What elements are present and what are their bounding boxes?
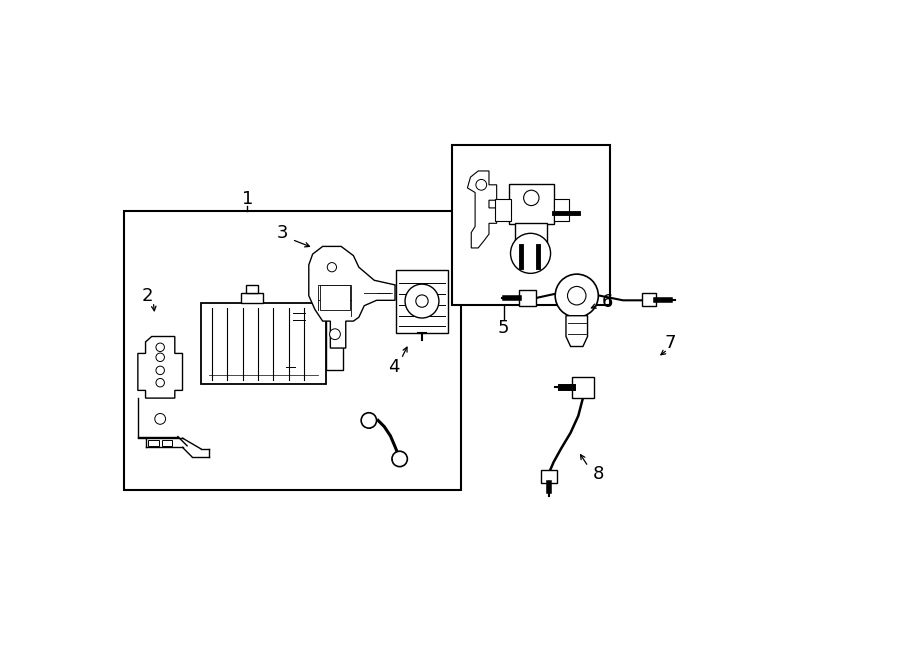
Bar xyxy=(572,377,594,398)
Circle shape xyxy=(524,190,539,206)
Polygon shape xyxy=(566,316,588,346)
Circle shape xyxy=(156,353,165,362)
Circle shape xyxy=(361,412,376,428)
Circle shape xyxy=(405,284,439,318)
Circle shape xyxy=(156,366,165,375)
Text: 8: 8 xyxy=(592,465,604,483)
Circle shape xyxy=(416,295,428,307)
Circle shape xyxy=(156,379,165,387)
Bar xyxy=(148,440,158,446)
Polygon shape xyxy=(138,336,183,398)
Bar xyxy=(320,285,349,309)
Circle shape xyxy=(476,179,487,190)
Bar xyxy=(554,200,569,221)
Text: 7: 7 xyxy=(665,334,677,352)
Circle shape xyxy=(329,329,340,340)
Bar xyxy=(452,145,610,305)
Bar xyxy=(396,270,448,332)
Bar xyxy=(326,318,343,370)
Text: 1: 1 xyxy=(241,190,253,208)
Circle shape xyxy=(568,286,586,305)
Circle shape xyxy=(328,262,337,272)
Bar xyxy=(241,293,263,303)
Bar xyxy=(541,471,557,483)
Bar xyxy=(643,293,656,307)
Circle shape xyxy=(510,233,551,274)
Circle shape xyxy=(156,343,165,352)
Polygon shape xyxy=(309,247,395,348)
Bar xyxy=(163,440,172,446)
Text: 6: 6 xyxy=(602,293,613,311)
Bar xyxy=(495,200,510,221)
Bar xyxy=(201,303,326,384)
Circle shape xyxy=(392,451,408,467)
Bar xyxy=(519,290,536,307)
Text: 3: 3 xyxy=(277,223,288,241)
Bar xyxy=(509,184,554,224)
Bar xyxy=(515,223,547,246)
Polygon shape xyxy=(467,171,497,248)
Circle shape xyxy=(155,414,166,424)
Bar xyxy=(246,285,258,293)
Circle shape xyxy=(555,274,598,317)
Text: 5: 5 xyxy=(498,319,509,337)
Text: 4: 4 xyxy=(388,358,400,375)
Text: 2: 2 xyxy=(141,287,153,305)
Bar xyxy=(124,211,461,490)
